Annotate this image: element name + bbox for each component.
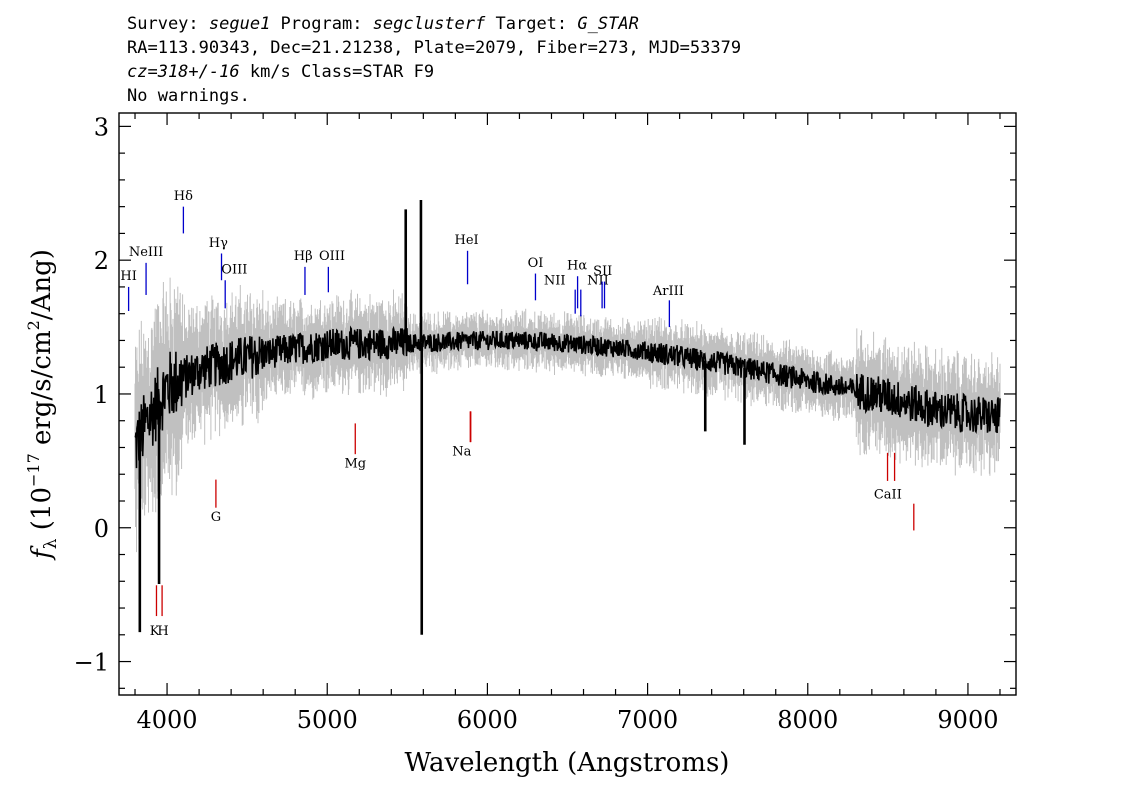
ylabel-post: /Ang) — [27, 249, 57, 320]
emission-line-label: HI — [120, 269, 136, 284]
ylabel-mid: erg/s/cm — [27, 330, 57, 453]
emission-line-label: Hδ — [174, 189, 193, 204]
error-band — [134, 277, 1001, 553]
plot-frame — [118, 112, 1017, 696]
header-line-1-part: Target: — [485, 14, 577, 34]
y-tick-label: −1 — [74, 649, 109, 677]
emission-line-label: SII — [593, 264, 612, 279]
absorption-line-label: Mg — [344, 457, 366, 472]
emission-line-label: HeI — [455, 233, 479, 248]
x-tick-label: 6000 — [457, 706, 518, 734]
header-line-1-part: Survey: — [127, 14, 209, 34]
x-tick-label: 7000 — [617, 706, 678, 734]
ylabel-pre: (10 — [27, 487, 57, 539]
emission-line-label: ArIII — [652, 284, 684, 299]
header-line-1: Survey: segue1 Program: segclusterf Targ… — [127, 14, 639, 34]
header-line-1-part: Program: — [270, 14, 372, 34]
header-line-1-part: segue1 — [209, 14, 270, 34]
header-line-4: No warnings. — [127, 86, 250, 106]
y-tick-label: 2 — [94, 247, 109, 275]
x-tick-label: 8000 — [777, 706, 838, 734]
x-tick-label: 5000 — [297, 706, 358, 734]
y-tick-label: 1 — [94, 381, 109, 409]
emission-line-label: NII — [544, 273, 566, 288]
x-tick-label: 4000 — [137, 706, 198, 734]
emission-line-label: Hβ — [294, 249, 313, 264]
error-spectrum — [134, 277, 1001, 553]
absorption-line-label: Na — [452, 445, 471, 460]
absorption-markers: KH G Mg Na CaII — [150, 411, 915, 639]
header-line-3-part: km/s Class=STAR F9 — [240, 62, 434, 82]
emission-line-label: NII — [587, 273, 609, 288]
header-block: Survey: segue1 Program: segclusterf Targ… — [127, 14, 741, 106]
x-axis-label: Wavelength (Angstroms) — [405, 748, 730, 778]
x-axis: 4000 5000 6000 7000 8000 9000 — [134, 113, 1001, 734]
absorption-line-label: H — [157, 624, 168, 639]
flux-line — [134, 325, 1001, 469]
ylabel-sub: λ — [41, 538, 61, 549]
header-line-2: RA=113.90343, Dec=21.21238, Plate=2079, … — [127, 38, 741, 58]
emission-line-label: OIII — [319, 249, 345, 264]
y-axis: −1 0 1 2 3 — [74, 113, 1016, 689]
y-tick-label: 0 — [94, 515, 109, 543]
header-line-1-part: G_STAR — [577, 14, 638, 34]
ylabel-exp1: −17 — [24, 453, 43, 487]
header-line-3: cz=318+/-16 km/s Class=STAR F9 — [127, 62, 434, 82]
header-line-3-part: cz=318+/-16 — [127, 62, 240, 82]
ylabel-exp2: 2 — [24, 320, 43, 330]
emission-line-label: OIII — [221, 263, 247, 278]
flux-series — [134, 199, 1001, 635]
emission-line-label: Hα — [567, 259, 587, 274]
emission-line-label: OI — [528, 256, 544, 271]
absorption-line-label: G — [211, 510, 221, 525]
emission-line-label: NeIII — [129, 245, 163, 260]
emission-line-label: Hγ — [209, 236, 228, 251]
y-tick-label: 3 — [94, 113, 109, 141]
absorption-line-label: K — [150, 624, 160, 639]
absorption-line-label: CaII — [874, 487, 902, 502]
y-axis-label: fλ (10−17 erg/s/cm2/Ang) — [24, 249, 61, 561]
x-tick-label: 9000 — [937, 706, 998, 734]
header-line-1-part: segclusterf — [373, 14, 486, 34]
